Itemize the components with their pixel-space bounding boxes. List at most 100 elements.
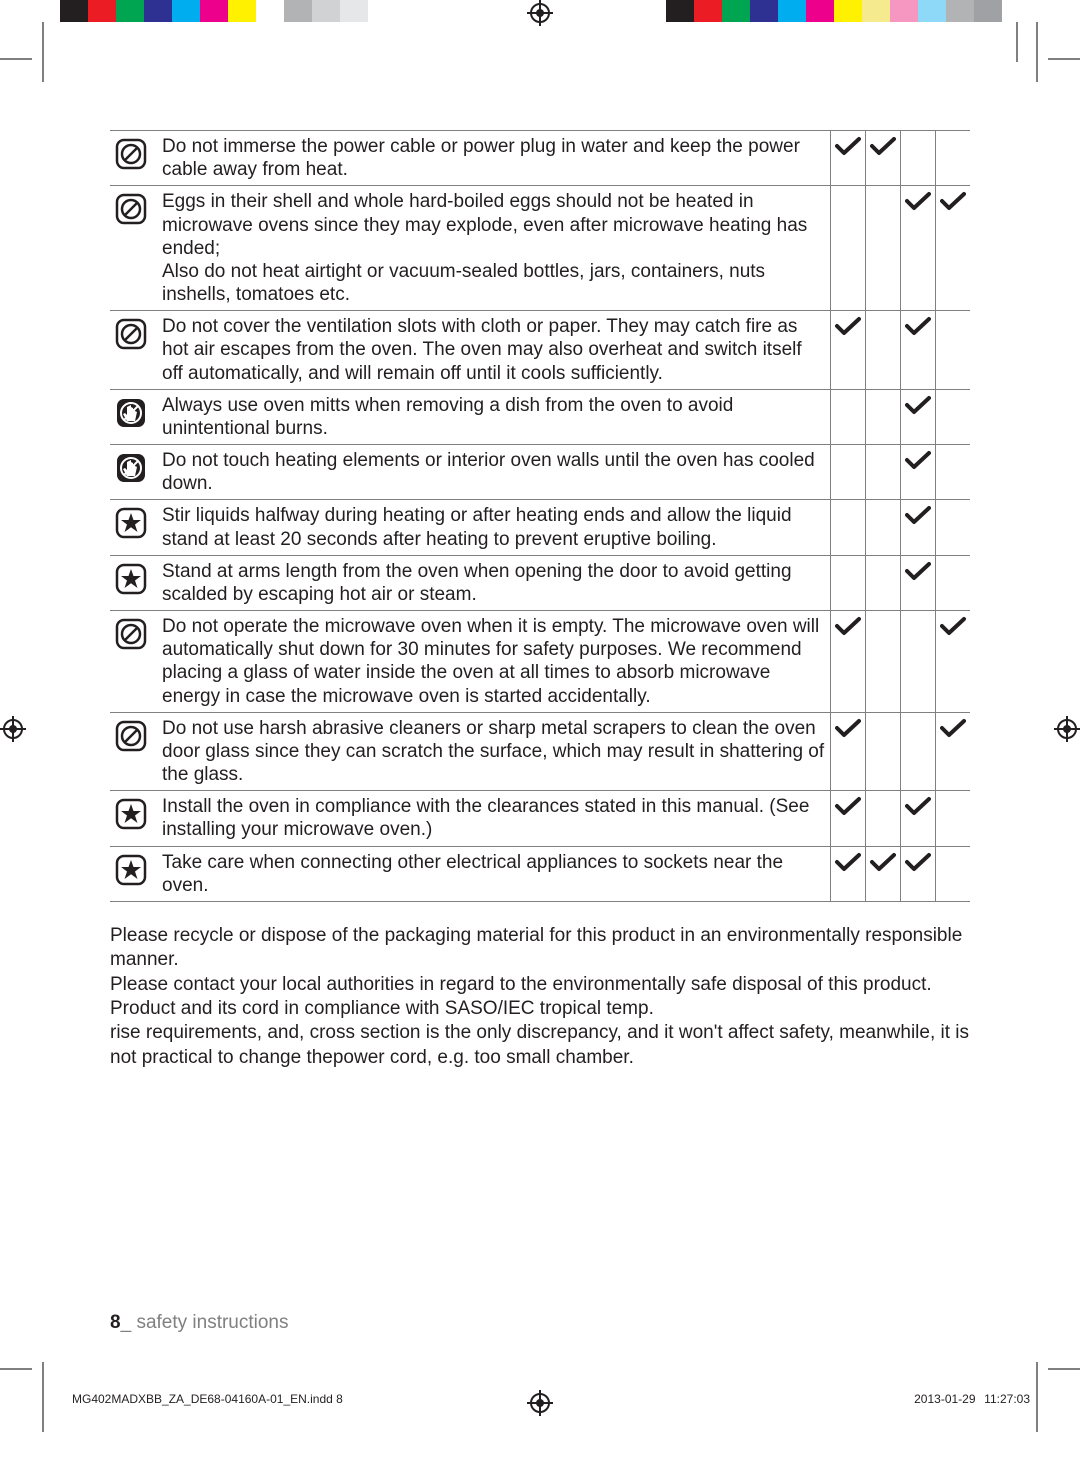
check-icon: [835, 624, 861, 641]
check-icon: [940, 726, 966, 743]
check-cell: [935, 500, 970, 555]
instruction-text: Do not touch heating elements or interio…: [158, 445, 830, 500]
crop-mark: [42, 22, 44, 82]
check-cell: [935, 445, 970, 500]
check-cell: [900, 791, 935, 846]
crop-mark: [1036, 1362, 1038, 1432]
color-swatch: [778, 0, 806, 22]
check-cell: [865, 500, 900, 555]
check-cell: [935, 131, 970, 186]
check-cell: [830, 555, 865, 610]
check-cell: [935, 555, 970, 610]
check-cell: [900, 555, 935, 610]
instruction-text: Do not cover the ventilation slots with …: [158, 311, 830, 390]
check-cell: [865, 186, 900, 311]
registration-mark-icon: [0, 716, 26, 742]
star-note-icon: [110, 791, 158, 846]
color-swatch: [368, 0, 396, 22]
color-swatch: [834, 0, 862, 22]
check-icon: [940, 624, 966, 641]
prohibit-icon: [110, 611, 158, 713]
color-swatch: [172, 0, 200, 22]
page-content: Do not immerse the power cable or power …: [110, 130, 970, 1070]
table-row: Stir liquids halfway during heating or a…: [110, 500, 970, 555]
check-icon: [870, 860, 896, 877]
prohibit-icon: [110, 131, 158, 186]
footer-section: 8_ safety instructions: [110, 1312, 289, 1334]
table-row: Do not operate the microwave oven when i…: [110, 611, 970, 713]
check-cell: [935, 846, 970, 901]
color-swatch: [312, 0, 340, 22]
check-icon: [905, 513, 931, 530]
crop-mark: [1048, 58, 1080, 60]
color-swatch: [694, 0, 722, 22]
table-row: Do not use harsh abrasive cleaners or sh…: [110, 712, 970, 791]
check-cell: [830, 500, 865, 555]
check-cell: [935, 712, 970, 791]
check-cell: [830, 389, 865, 444]
check-cell: [900, 712, 935, 791]
table-row: Take care when connecting other electric…: [110, 846, 970, 901]
star-note-icon: [110, 500, 158, 555]
check-cell: [865, 611, 900, 713]
check-icon: [835, 144, 861, 161]
registration-mark-icon: [527, 0, 553, 26]
prohibit-icon: [110, 712, 158, 791]
check-cell: [830, 611, 865, 713]
check-cell: [865, 846, 900, 901]
crop-mark: [1016, 22, 1018, 62]
page-number: 8: [110, 1312, 121, 1333]
color-swatch: [340, 0, 368, 22]
crop-mark: [42, 1362, 44, 1432]
table-row: Stand at arms length from the oven when …: [110, 555, 970, 610]
table-row: Do not cover the ventilation slots with …: [110, 311, 970, 390]
check-cell: [830, 791, 865, 846]
table-row: Do not immerse the power cable or power …: [110, 131, 970, 186]
color-swatch: [60, 0, 88, 22]
check-cell: [900, 445, 935, 500]
registration-mark-icon: [527, 1390, 553, 1416]
check-cell: [900, 131, 935, 186]
check-cell: [900, 611, 935, 713]
prohibit-icon: [110, 186, 158, 311]
check-cell: [865, 712, 900, 791]
instruction-text: Do not use harsh abrasive cleaners or sh…: [158, 712, 830, 791]
color-swatch: [200, 0, 228, 22]
check-cell: [900, 846, 935, 901]
color-swatch: [974, 0, 1002, 22]
color-swatch: [806, 0, 834, 22]
color-bar-right: [666, 0, 1002, 22]
star-note-icon: [110, 555, 158, 610]
crop-mark: [1048, 1368, 1080, 1370]
check-icon: [905, 804, 931, 821]
prohibit-icon: [110, 311, 158, 390]
check-icon: [905, 569, 931, 586]
check-icon: [835, 860, 861, 877]
color-swatch: [918, 0, 946, 22]
check-cell: [830, 445, 865, 500]
no-touch-icon: [110, 445, 158, 500]
check-cell: [900, 311, 935, 390]
check-cell: [830, 712, 865, 791]
check-cell: [830, 846, 865, 901]
footer-sep: _: [121, 1312, 132, 1333]
registration-mark-icon: [1054, 716, 1080, 742]
check-cell: [830, 311, 865, 390]
table-row: Do not touch heating elements or interio…: [110, 445, 970, 500]
color-bar-left: [60, 0, 396, 22]
check-icon: [870, 144, 896, 161]
color-swatch: [862, 0, 890, 22]
instruction-text: Eggs in their shell and whole hard-boile…: [158, 186, 830, 311]
star-note-icon: [110, 846, 158, 901]
indesign-filename: MG402MADXBB_ZA_DE68-04160A-01_EN.indd 8: [72, 1392, 343, 1406]
crop-mark: [0, 1368, 32, 1370]
instruction-text: Stand at arms length from the oven when …: [158, 555, 830, 610]
check-cell: [935, 311, 970, 390]
check-icon: [905, 860, 931, 877]
check-cell: [935, 791, 970, 846]
instruction-text: Always use oven mitts when removing a di…: [158, 389, 830, 444]
safety-table: Do not immerse the power cable or power …: [110, 130, 970, 902]
color-swatch: [666, 0, 694, 22]
instruction-text: Do not immerse the power cable or power …: [158, 131, 830, 186]
check-cell: [935, 186, 970, 311]
